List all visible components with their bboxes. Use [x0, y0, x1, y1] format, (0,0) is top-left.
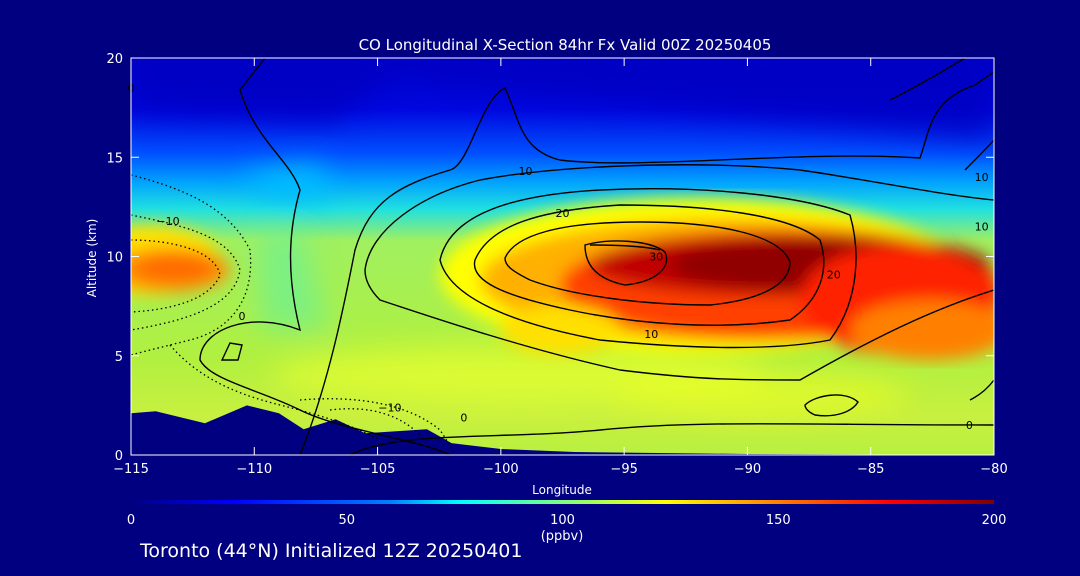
x-axis-label: Longitude [532, 483, 592, 497]
contour-0-left [199, 89, 451, 455]
contour-30 [584, 240, 668, 286]
contour-neg-right [969, 379, 994, 401]
colorbar-tick-label: 150 [766, 513, 791, 528]
contour-10-outer [299, 71, 994, 455]
contour-label: 0 [966, 419, 973, 432]
contours [131, 58, 994, 455]
y-tick-label: 5 [115, 350, 123, 365]
colorbar-ticks: 0 50 100 150 200 [127, 513, 1007, 528]
contour-label: 0 [460, 411, 467, 424]
contour-label: 0 [238, 310, 245, 323]
contour-20 [473, 204, 825, 326]
footer-caption: Toronto (44°N) Initialized 12Z 20250401 [140, 540, 523, 562]
colorbar-tick-label: 200 [982, 513, 1007, 528]
x-tick-label: −80 [980, 462, 1007, 477]
contour-10-inner [364, 164, 994, 381]
contour-label: 10 [975, 221, 989, 234]
x-tick-label: −110 [236, 462, 272, 477]
y-axis: 0 5 10 15 20 [106, 52, 994, 464]
contour-25 [504, 221, 791, 306]
contour-10-bottom [349, 423, 994, 455]
contour-0-upper [239, 58, 266, 91]
contour-label: 20 [556, 207, 570, 220]
x-tick-label: −90 [734, 462, 761, 477]
y-tick-label: 10 [106, 251, 123, 266]
contour-small-left [220, 342, 243, 361]
x-tick-label: −100 [483, 462, 519, 477]
contour-label: 10 [975, 171, 989, 184]
colorbar-tick-label: 50 [338, 513, 355, 528]
contour-label: 10 [519, 165, 533, 178]
y-tick-label: 0 [115, 449, 123, 464]
terrain-mask [131, 405, 994, 455]
contour-15 [439, 188, 857, 349]
colorbar-unit: (ppbv) [541, 529, 584, 544]
y-tick-label: 15 [106, 151, 123, 166]
colorbar-tick-label: 100 [550, 513, 575, 528]
colorbar [131, 500, 994, 504]
co-field [131, 58, 994, 455]
y-axis-label: Altitude (km) [85, 219, 99, 298]
contour-blob-right [804, 394, 859, 417]
x-axis: −115 −110 −105 −100 −95 −90 −85 −80 [113, 58, 1008, 477]
x-tick-label: −115 [113, 462, 149, 477]
contour-top-right [889, 58, 994, 171]
contour-label: −10 [156, 215, 179, 228]
contour-label: 20 [827, 268, 841, 281]
y-tick-label: 20 [106, 52, 123, 67]
contour-label: 10 [644, 328, 658, 341]
contour-label: 30 [649, 251, 663, 264]
x-tick-label: −105 [360, 462, 396, 477]
contour-label: −10 [378, 401, 401, 414]
x-tick-label: −95 [610, 462, 637, 477]
colorbar-tick-label: 0 [127, 513, 135, 528]
x-tick-label: −85 [857, 462, 884, 477]
contour-box [589, 244, 661, 251]
chart-title: CO Longitudinal X-Section 84hr Fx Valid … [359, 36, 772, 54]
